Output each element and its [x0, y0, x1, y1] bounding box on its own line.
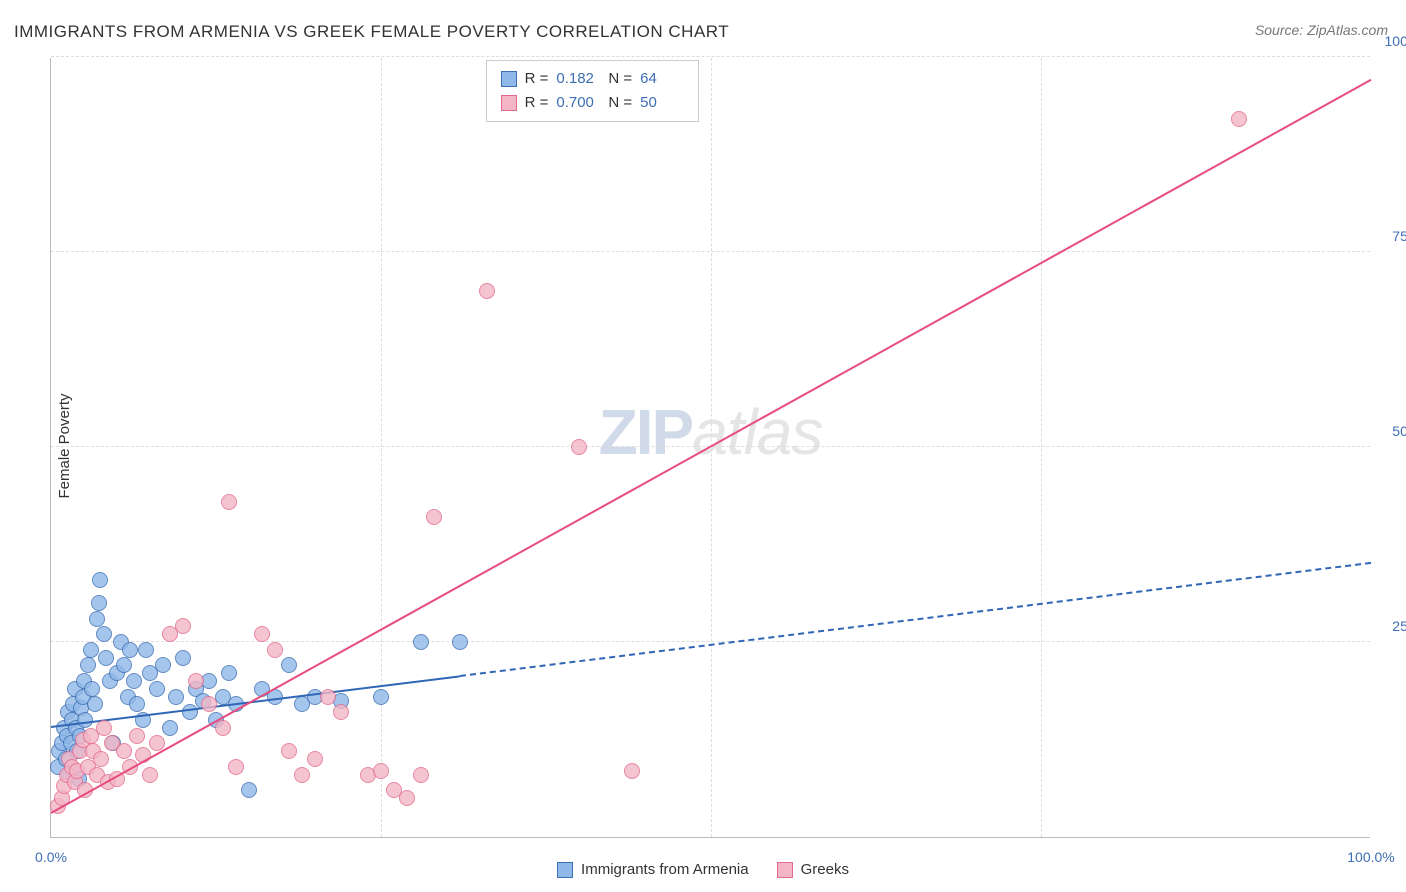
- y-tick-label: 100.0%: [1385, 33, 1406, 49]
- data-point: [175, 618, 191, 634]
- legend-bottom: Immigrants from Armenia Greeks: [0, 861, 1406, 878]
- data-point: [241, 782, 257, 798]
- data-point: [215, 720, 231, 736]
- gridline-v: [381, 58, 382, 837]
- r-value: 0.700: [556, 91, 600, 115]
- swatch-blue: [557, 862, 573, 878]
- data-point: [624, 763, 640, 779]
- data-point: [96, 720, 112, 736]
- n-value: 50: [640, 91, 684, 115]
- n-label: N =: [608, 91, 632, 115]
- data-point: [168, 689, 184, 705]
- data-point: [96, 626, 112, 642]
- y-tick-label: 25.0%: [1392, 618, 1406, 634]
- data-point: [320, 689, 336, 705]
- data-point: [254, 626, 270, 642]
- data-point: [122, 642, 138, 658]
- swatch-icon: [501, 71, 517, 87]
- data-point: [1231, 111, 1247, 127]
- data-point: [281, 657, 297, 673]
- legend-item-armenia: Immigrants from Armenia: [557, 861, 749, 878]
- data-point: [294, 767, 310, 783]
- data-point: [373, 689, 389, 705]
- data-point: [116, 743, 132, 759]
- data-point: [188, 673, 204, 689]
- data-point: [89, 611, 105, 627]
- y-tick-label: 75.0%: [1392, 228, 1406, 244]
- legend-item-greeks: Greeks: [777, 861, 849, 878]
- legend-stats-row: R = 0.182 N = 64: [501, 67, 685, 91]
- data-point: [182, 704, 198, 720]
- data-point: [479, 283, 495, 299]
- data-point: [129, 696, 145, 712]
- source-attribution: Source: ZipAtlas.com: [1255, 22, 1388, 38]
- y-tick-label: 50.0%: [1392, 423, 1406, 439]
- legend-label: Greeks: [801, 861, 849, 878]
- data-point: [228, 759, 244, 775]
- data-point: [399, 790, 415, 806]
- data-point: [129, 728, 145, 744]
- data-point: [426, 509, 442, 525]
- data-point: [126, 673, 142, 689]
- data-point: [84, 681, 100, 697]
- swatch-pink: [777, 862, 793, 878]
- legend-stats-row: R = 0.700 N = 50: [501, 91, 685, 115]
- data-point: [116, 657, 132, 673]
- data-point: [221, 494, 237, 510]
- data-point: [162, 720, 178, 736]
- data-point: [571, 439, 587, 455]
- swatch-icon: [501, 95, 517, 111]
- data-point: [333, 704, 349, 720]
- gridline-h: [51, 56, 1370, 57]
- n-value: 64: [640, 67, 684, 91]
- data-point: [93, 751, 109, 767]
- trendline: [460, 562, 1371, 677]
- gridline-v: [711, 58, 712, 837]
- data-point: [83, 642, 99, 658]
- data-point: [155, 657, 171, 673]
- watermark-zip: ZIP: [599, 396, 693, 468]
- chart-title: IMMIGRANTS FROM ARMENIA VS GREEK FEMALE …: [14, 22, 729, 42]
- data-point: [267, 642, 283, 658]
- n-label: N =: [608, 67, 632, 91]
- data-point: [413, 634, 429, 650]
- gridline-v: [1041, 58, 1042, 837]
- data-point: [413, 767, 429, 783]
- data-point: [175, 650, 191, 666]
- r-label: R =: [525, 91, 549, 115]
- legend-label: Immigrants from Armenia: [581, 861, 749, 878]
- data-point: [452, 634, 468, 650]
- scatter-plot-area: ZIPatlas 25.0%50.0%75.0%100.0%0.0%100.0%: [50, 58, 1370, 838]
- data-point: [91, 595, 107, 611]
- data-point: [221, 665, 237, 681]
- r-label: R =: [525, 67, 549, 91]
- data-point: [281, 743, 297, 759]
- data-point: [307, 751, 323, 767]
- r-value: 0.182: [556, 67, 600, 91]
- data-point: [201, 696, 217, 712]
- data-point: [92, 572, 108, 588]
- data-point: [142, 767, 158, 783]
- data-point: [98, 650, 114, 666]
- data-point: [80, 657, 96, 673]
- data-point: [373, 763, 389, 779]
- data-point: [138, 642, 154, 658]
- data-point: [87, 696, 103, 712]
- data-point: [149, 681, 165, 697]
- legend-stats-box: R = 0.182 N = 64 R = 0.700 N = 50: [486, 60, 700, 122]
